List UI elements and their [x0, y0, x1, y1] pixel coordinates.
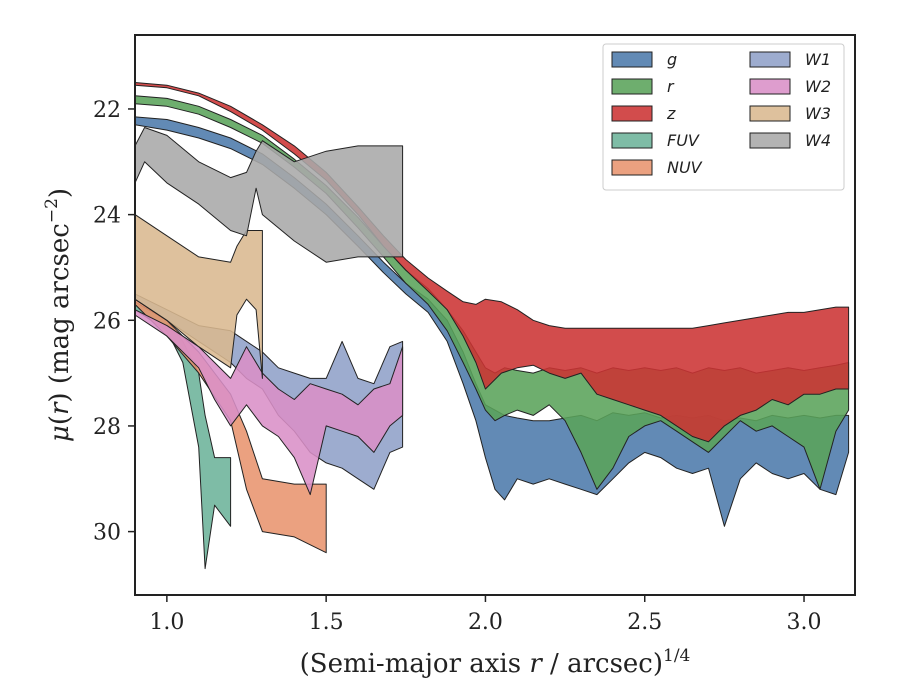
y-tick-label: 22: [93, 98, 121, 123]
legend-label-fuv: FUV: [667, 131, 700, 150]
legend-swatch-w2: [749, 78, 791, 95]
legend-swatch-w4: [749, 132, 791, 149]
legend-swatch-nuv: [611, 159, 653, 176]
x-tick-label: 1.0: [149, 610, 184, 635]
y-tick-label: 30: [93, 521, 121, 546]
legend-label-z: z: [666, 104, 676, 123]
legend-swatch-w1: [749, 51, 791, 68]
legend-swatch-g: [611, 51, 653, 68]
y-tick-label: 24: [93, 204, 121, 229]
legend-label-w2: W2: [805, 77, 831, 96]
legend: grz FUV NUV W1 W2 W3 W4: [602, 43, 845, 191]
legend-swatch-w3: [749, 105, 791, 122]
y-axis-ticks: 22 24 26 28 30: [93, 98, 135, 546]
y-axis-label: μ(r) (mag arcsec−2): [42, 188, 75, 442]
band-w2: [134, 309, 404, 496]
legend-label-r: r: [667, 77, 675, 96]
profile-areas: [134, 82, 850, 570]
x-tick-label: 2.0: [468, 610, 503, 635]
legend-swatch-r: [611, 78, 653, 95]
plot-frame: [134, 34, 856, 596]
legend-label-g: g: [667, 50, 677, 69]
legend-label-nuv: NUV: [667, 158, 703, 177]
band-w3: [134, 214, 263, 379]
legend-swatch-z: [611, 105, 653, 122]
y-axis-title: μ(r) (mag arcsec−2): [42, 188, 75, 442]
legend-label-w4: W4: [805, 131, 831, 150]
y-tick-label: 26: [93, 309, 121, 334]
legend-label-w1: W1: [805, 50, 831, 69]
x-tick-label: 2.5: [627, 610, 662, 635]
legend-swatch-fuv: [611, 132, 653, 149]
band-w4: [134, 127, 404, 263]
band-z: [134, 82, 850, 443]
x-tick-label: 3.0: [787, 610, 822, 635]
y-tick-label: 28: [93, 415, 121, 440]
legend-label-w3: W3: [805, 104, 831, 123]
x-axis-ticks: 1.0 1.5 2.0 2.5 3.0: [149, 595, 822, 635]
x-tick-label: 1.5: [309, 610, 344, 635]
x-axis-title: (Semi-major axis r / arcsec)1/4: [300, 646, 691, 679]
x-axis-label: (Semi-major axis r / arcsec)1/4: [300, 646, 691, 679]
